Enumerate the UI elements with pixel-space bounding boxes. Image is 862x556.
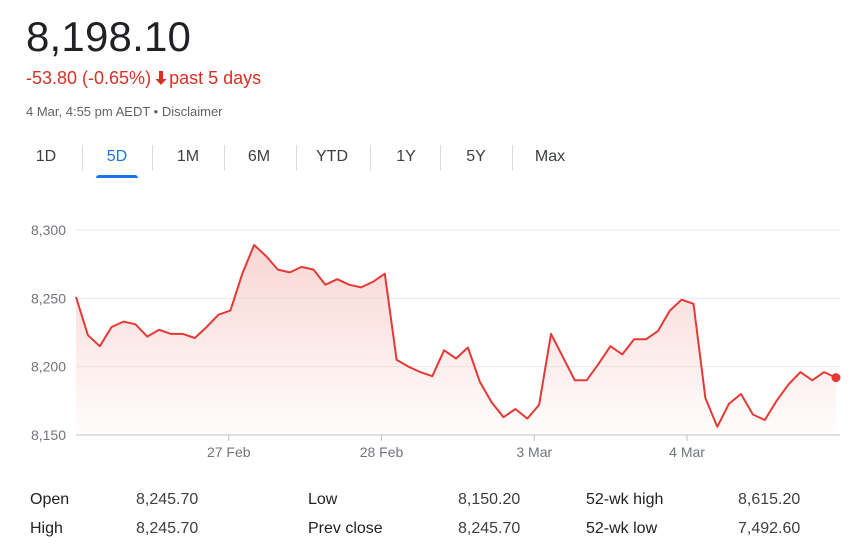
change-period: past 5 days: [169, 68, 262, 88]
tab-divider: [82, 145, 83, 171]
stat-open-value: 8,245.70: [136, 491, 199, 508]
tab-max[interactable]: Max: [524, 138, 576, 176]
x-tick-label: 27 Feb: [207, 444, 251, 460]
disclaimer-link[interactable]: Disclaimer: [161, 104, 223, 119]
tab-5y[interactable]: 5Y: [454, 138, 498, 176]
tab-divider: [152, 145, 153, 171]
timestamp-separator: •: [150, 104, 162, 119]
tab-divider: [370, 145, 371, 171]
tab-5d[interactable]: 5D: [96, 138, 138, 178]
stat-low-value: 8,150.20: [458, 491, 521, 508]
active-tab-indicator: [96, 175, 138, 178]
stat-high-value: 8,245.70: [136, 520, 199, 537]
arrow-down-icon: [155, 67, 167, 91]
stat-high-label: High: [30, 520, 63, 537]
y-tick-label: 8,150: [31, 427, 66, 443]
stat-52wk-high-value: 8,615.20: [738, 491, 801, 508]
x-tick-label: 4 Mar: [669, 444, 705, 460]
stat-52wk-high-label: 52-wk high: [586, 491, 664, 508]
tab-label: 1M: [176, 148, 200, 165]
price-area: [76, 245, 836, 435]
price-chart[interactable]: 8,300 8,250 8,200 8,150 27 Feb 28 Feb 3 Mar 4 M…: [0, 190, 862, 470]
tab-divider: [296, 145, 297, 171]
tab-label: 6M: [247, 148, 271, 165]
x-tick-label: 3 Mar: [516, 444, 552, 460]
tab-ytd[interactable]: YTD: [306, 138, 358, 176]
price-line: [75, 244, 837, 428]
tab-label: 1D: [35, 148, 57, 165]
tab-1y[interactable]: 1Y: [384, 138, 428, 176]
tab-label: 5Y: [466, 148, 486, 165]
stat-52wk-low-label: 52-wk low: [586, 520, 658, 537]
stat-low-label: Low: [308, 491, 338, 508]
last-price-marker: [831, 373, 841, 383]
tab-divider: [512, 145, 513, 171]
tab-1d[interactable]: 1D: [22, 138, 70, 176]
x-tick-label: 28 Feb: [360, 444, 404, 460]
tab-label: Max: [534, 148, 566, 165]
key-stats: Open 8,245.70 High 8,245.70 Low 8,150.20…: [0, 486, 862, 546]
timestamp-text: 4 Mar, 4:55 pm AEDT: [26, 104, 151, 119]
y-tick-label: 8,200: [31, 359, 66, 375]
price-change: -53.80 (-0.65%) past 5 days: [26, 66, 261, 91]
quote-timestamp: 4 Mar, 4:55 pm AEDT • Disclaimer: [26, 102, 223, 122]
stat-open-label: Open: [30, 491, 70, 508]
tab-divider: [224, 145, 225, 171]
stat-52wk-low-value: 7,492.60: [738, 520, 801, 537]
price-change-value: -53.80 (-0.65%): [26, 68, 152, 88]
tab-label: YTD: [316, 148, 348, 165]
current-price: 8,198.10: [26, 13, 192, 60]
tab-6m[interactable]: 6M: [236, 138, 282, 176]
stat-prev-close-value: 8,245.70: [458, 520, 521, 537]
tab-1m[interactable]: 1M: [166, 138, 210, 176]
range-tabs: 1D 5D 1M 6M YTD 1Y 5Y Max: [0, 138, 862, 178]
tab-label: 1Y: [396, 148, 416, 165]
y-tick-label: 8,300: [31, 222, 66, 238]
y-tick-label: 8,250: [31, 290, 66, 306]
tab-label: 5D: [106, 148, 128, 165]
tab-divider: [440, 145, 441, 171]
stat-prev-close-label: Prev close: [308, 520, 383, 537]
